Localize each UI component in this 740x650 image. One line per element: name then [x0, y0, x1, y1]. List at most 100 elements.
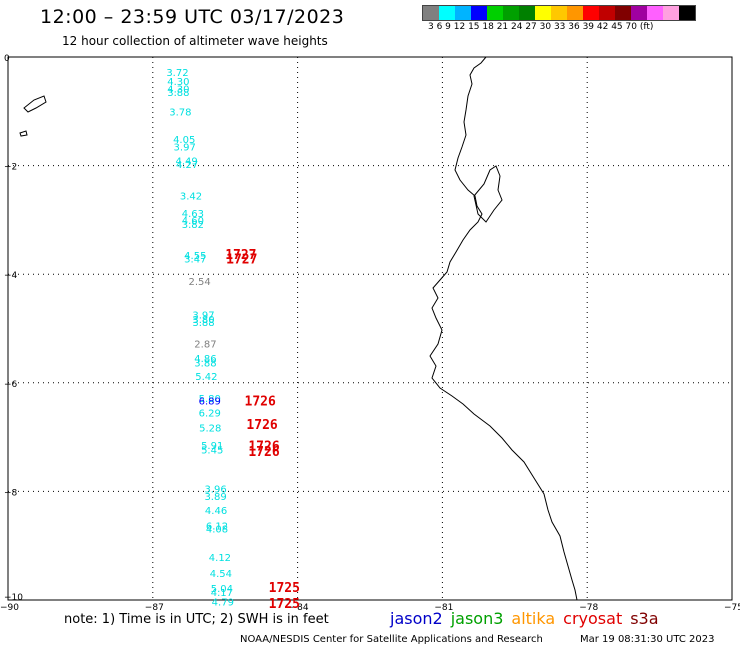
wave-height-value: 3.88: [167, 88, 189, 99]
mission-legend: jason2 jason3 altika cryosat s3a: [390, 609, 667, 628]
wave-height-value: 3.88: [192, 318, 214, 329]
mission-cryosat: cryosat: [563, 609, 623, 628]
generated-timestamp: Mar 19 08:31:30 UTC 2023: [580, 634, 715, 645]
wave-height-value: 4.08: [206, 525, 228, 536]
coastline-path: [429, 56, 578, 601]
lat-label: −4: [4, 271, 18, 281]
footnote: note: 1) Time is in UTC; 2) SWH is in fe…: [64, 612, 329, 627]
wave-height-value: 4.55: [184, 251, 206, 262]
axis-labels: 0 −2 −4 −6 −8 −10−90 −87 −84 −81 −78 −75: [0, 54, 740, 613]
orbit-number: 1727: [226, 252, 257, 267]
orbit-number: 1725: [269, 597, 300, 612]
wave-height-value: 2.87: [194, 340, 216, 351]
wave-height-value: 4.30: [167, 77, 189, 88]
galapagos-island: [23, 95, 47, 113]
lat-label: −8: [4, 488, 18, 498]
wave-height-value: 4.05: [173, 135, 195, 146]
map-grid: [8, 57, 732, 600]
wave-height-value: 3.82: [182, 220, 204, 231]
wave-height-value: 4.54: [210, 569, 232, 580]
lat-label: 0: [4, 54, 10, 64]
legend-swatch: [439, 6, 455, 20]
lon-label: −84: [290, 603, 309, 613]
wave-height-value: 3.72: [166, 68, 188, 79]
wave-height-value: 5.80: [199, 394, 221, 405]
wave-height-value: 6.12: [206, 521, 228, 532]
legend-swatch: [599, 6, 615, 20]
wave-height-value: 4.17: [211, 588, 233, 599]
legend-swatch: [567, 6, 583, 20]
wave-height-value: 5.91: [201, 441, 223, 452]
wave-height-value: 3.97: [192, 311, 214, 322]
wave-height-value: 4.49: [175, 157, 197, 168]
mission-s3a: s3a: [630, 609, 659, 628]
lon-label: −90: [0, 603, 19, 613]
orbit-number: 1727: [225, 248, 256, 263]
legend-swatch: [647, 6, 663, 20]
legend-swatch: [487, 6, 503, 20]
legend-swatch: [615, 6, 631, 20]
lat-label: −10: [4, 593, 23, 603]
wave-height-value: 4.86: [194, 354, 216, 365]
wave-height-value: 5.04: [211, 584, 233, 595]
wave-height-value: 3.97: [174, 142, 196, 153]
wave-height-value: 5.42: [195, 372, 217, 383]
gulf-of-guayaquil-island: [473, 165, 503, 223]
wave-height-value: 6.29: [199, 408, 221, 419]
orbit-number: 1726: [248, 445, 279, 460]
wave-height-value: 3.88: [194, 359, 216, 370]
wave-height-value: 3.80: [192, 315, 214, 326]
legend-swatch: [679, 6, 695, 20]
wave-height-value: 3.89: [204, 492, 226, 503]
map-frame: [7, 56, 733, 601]
wave-height-observations: 3.724.304.303.883.784.053.974.494.273.42…: [166, 68, 234, 608]
mission-jason3: jason3: [450, 609, 504, 628]
lon-label: −81: [434, 603, 453, 613]
lon-label: −75: [724, 603, 740, 613]
wave-height-value: 3.78: [169, 108, 191, 119]
color-scale-labels: 3 6 9 12 15 18 21 24 27 30 33 36 39 42 4…: [428, 22, 654, 32]
legend-swatch: [551, 6, 567, 20]
mission-jason2: jason2: [390, 609, 443, 628]
legend-swatch: [535, 6, 551, 20]
legend-swatch: [583, 6, 599, 20]
lat-label: −6: [4, 380, 18, 390]
orbit-number: 1726: [248, 440, 279, 455]
orbit-number: 1725: [269, 581, 300, 596]
legend-swatch: [423, 6, 439, 20]
legend-swatch: [503, 6, 519, 20]
color-scale-legend: [422, 5, 696, 21]
wave-height-value: 6.89: [199, 397, 221, 408]
legend-swatch: [663, 6, 679, 20]
wave-height-value: 4.27: [176, 160, 198, 171]
coastline: [19, 56, 578, 601]
lat-label: −2: [4, 163, 17, 173]
lon-label: −78: [579, 603, 598, 613]
orbit-number: 1726: [245, 395, 276, 410]
wave-height-value: 5.28: [199, 424, 221, 435]
mission-altika: altika: [511, 609, 556, 628]
wave-height-value: 5.45: [201, 445, 223, 456]
legend-swatch: [631, 6, 647, 20]
map-title: 12:00 – 23:59 UTC 03/17/2023: [40, 6, 345, 28]
wave-height-value: 4.30: [167, 84, 189, 95]
wave-height-value: 3.96: [204, 484, 226, 495]
lon-label: −87: [145, 603, 164, 613]
wave-height-value: 4.12: [209, 553, 231, 564]
wave-height-value: 4.60: [182, 216, 204, 227]
wave-height-value: 4.79: [212, 597, 234, 608]
credit-text: NOAA/NESDIS Center for Satellite Applica…: [240, 634, 543, 645]
orbit-number: 1726: [246, 418, 277, 433]
galapagos-islet: [19, 130, 28, 137]
wave-height-value: 4.46: [205, 506, 227, 517]
wave-height-value: 3.47: [184, 254, 206, 265]
wave-height-value: 2.54: [189, 277, 211, 288]
wave-height-value: 3.42: [180, 191, 202, 202]
map-subtitle: 12 hour collection of altimeter wave hei…: [62, 34, 328, 48]
legend-swatch: [455, 6, 471, 20]
wave-height-value: 4.63: [182, 209, 204, 220]
map-border: [7, 56, 733, 601]
legend-swatch: [519, 6, 535, 20]
